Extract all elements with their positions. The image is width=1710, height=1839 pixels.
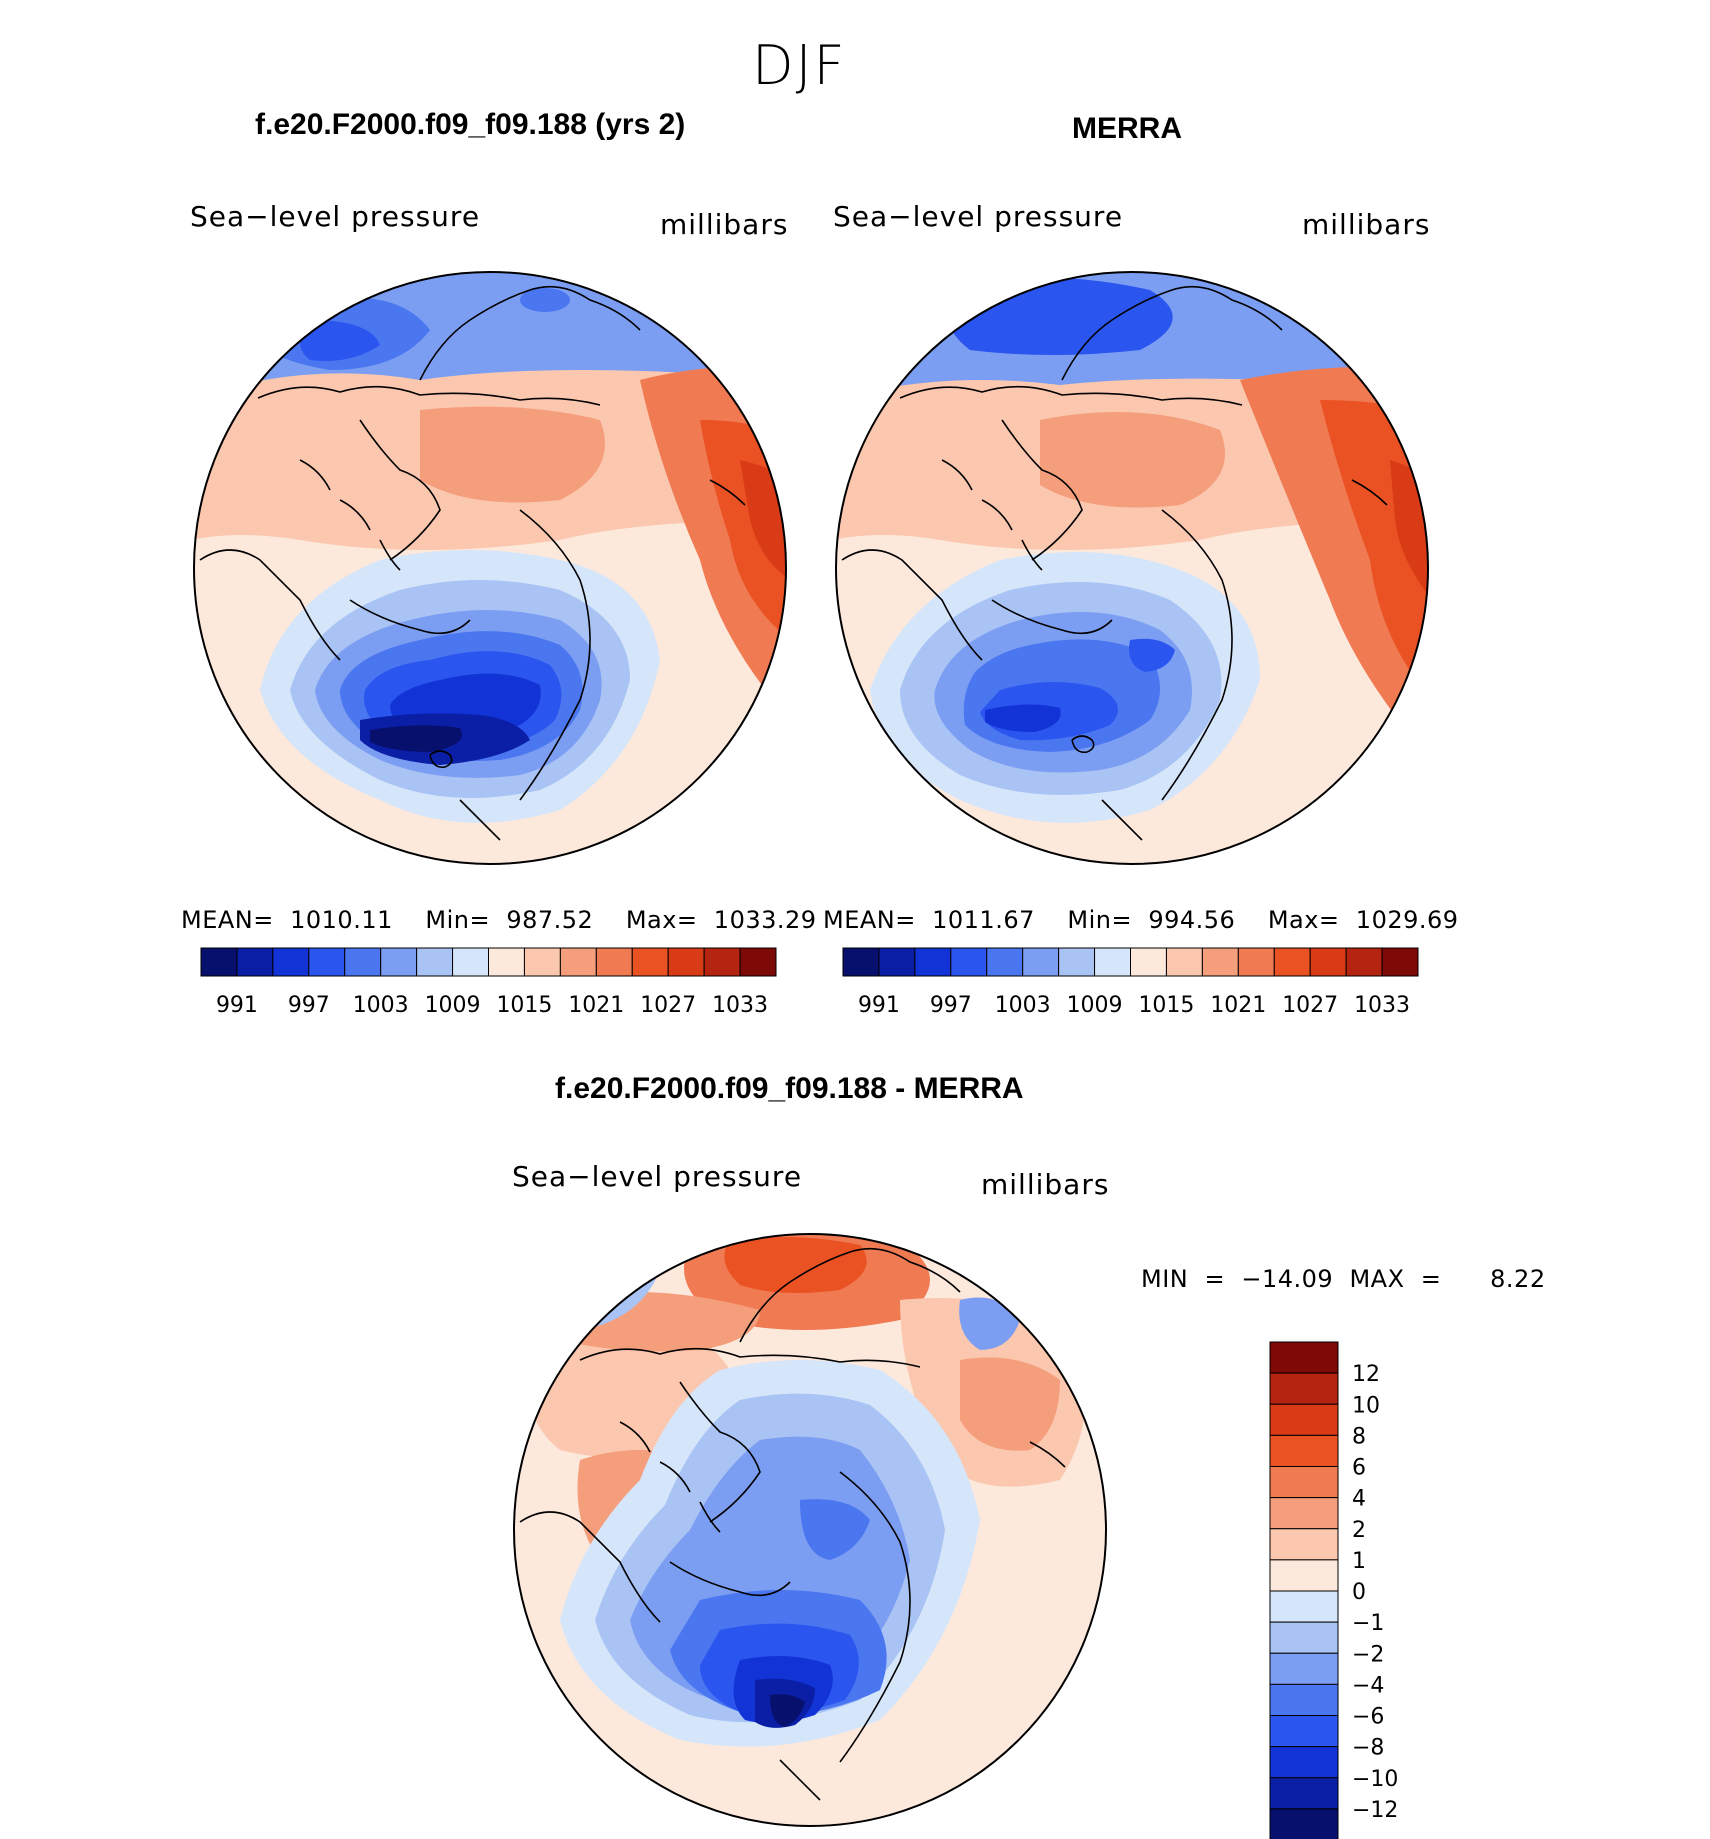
diff-colorbar-swatch-11 [1269,1683,1339,1716]
diff-colorbar-tick-label: 12 [1352,1362,1380,1387]
panel1-colorbar-tick-label: 991 [216,993,258,1018]
panel2-colorbar-swatch-1 [878,947,916,977]
diff-map [513,1233,1107,1827]
panel1-variable-label: Sea−level pressure [190,200,481,233]
diff-colorbar-tick-label: 8 [1352,1424,1366,1449]
diff-colorbar-tick-label: 0 [1352,1580,1366,1605]
panel2-colorbar-swatch-15 [1381,947,1419,977]
panel1-colorbar-tick-label: 1021 [568,993,624,1018]
panel2-colorbar-swatch-0 [842,947,880,977]
panel2-colorbar-swatch-7 [1094,947,1131,977]
panel1-colorbar-swatch-13 [667,947,705,977]
panel1-stats: MEAN= 1010.11 Min= 987.52 Max= 1033.29 [181,906,817,934]
panel2-colorbar-tick-label: 1033 [1354,993,1410,1018]
diff-colorbar-swatch-9 [1269,1621,1339,1654]
panel2-colorbar-swatch-11 [1237,947,1275,977]
panel2-colorbar-swatch-2 [914,947,952,977]
panel1-colorbar: 991 997 1003 1009 1015 1021 1027 1033 [200,947,777,1018]
diff-colorbar-tick-label: −12 [1352,1798,1398,1823]
panel2-colorbar-swatch-9 [1165,947,1203,977]
diff-colorbar-swatch-8 [1269,1590,1339,1623]
diff-colorbar-tick-label: −1 [1352,1611,1384,1636]
diff-colorbar-swatch-7 [1269,1559,1339,1592]
panel1-colorbar-swatch-6 [416,947,454,977]
diff-colorbar-tick-label: −10 [1352,1767,1398,1792]
diff-colorbar-tick-label: 2 [1352,1518,1366,1543]
panel1-colorbar-swatch-5 [380,947,418,977]
diff-colorbar-tick-label: 6 [1352,1456,1366,1481]
panel2-units-label: millibars [1302,208,1431,241]
panel1-colorbar-swatch-9 [523,947,561,977]
panel2-map [835,271,1429,865]
diff-colorbar-swatch-10 [1269,1652,1339,1685]
panel1-colorbar-swatch-1 [236,947,274,977]
panel2-colorbar-tick-label: 1009 [1067,993,1123,1018]
panel2-colorbar-swatch-10 [1201,947,1239,977]
diff-colorbar-tick-label: −8 [1352,1736,1384,1761]
panel2-colorbar-swatch-12 [1273,947,1311,977]
diff-variable-label: Sea−level pressure [512,1160,803,1193]
panel2-variable-label: Sea−level pressure [833,200,1124,233]
panel1-colorbar-swatch-15 [739,947,777,977]
panel1-colorbar-tick-label: 997 [288,993,330,1018]
panel2-colorbar-swatch-4 [986,947,1024,977]
diff-colorbar-tick-label: 1 [1352,1549,1366,1574]
panel2-colorbar-swatch-3 [950,947,988,977]
panel2-colorbar-swatch-6 [1058,947,1096,977]
diff-panel-title: f.e20.F2000.f09_f09.188 - MERRA [555,1072,1024,1105]
season-title: DJF [752,34,847,97]
diff-colorbar-swatch-3 [1269,1434,1339,1467]
panel1-colorbar-swatch-4 [344,947,382,977]
panel1-colorbar-swatch-11 [595,947,633,977]
diff-units-label: millibars [981,1168,1110,1201]
panel1-colorbar-swatch-0 [200,947,238,977]
panel1-colorbar-tick-label: 1033 [712,993,768,1018]
diff-colorbar-swatch-1 [1269,1372,1339,1405]
diff-colorbar-tick-label: −4 [1352,1673,1384,1698]
diff-colorbar-swatch-5 [1269,1497,1339,1530]
diff-colorbar-swatch-4 [1269,1466,1339,1499]
diff-colorbar-swatch-13 [1269,1746,1339,1779]
diff-colorbar-tick-label: −6 [1352,1705,1384,1730]
panel2-colorbar-swatch-5 [1022,947,1060,977]
panel1-colorbar-swatch-3 [308,947,346,977]
panel1-colorbar-swatch-10 [559,947,597,977]
panel2-colorbar-tick-label: 1003 [995,993,1051,1018]
panel1-units-label: millibars [660,208,789,241]
diff-colorbar-swatch-15 [1269,1808,1339,1839]
panel2-stats: MEAN= 1011.67 Min= 994.56 Max= 1029.69 [823,906,1459,934]
panel1-colorbar-tick-label: 1027 [640,993,696,1018]
diff-colorbar-tick-label: 10 [1352,1393,1380,1418]
diff-colorbar-tick-label: −2 [1352,1642,1384,1667]
panel1-colorbar-tick-label: 1003 [353,993,409,1018]
panel1-map [193,271,787,865]
panel2-colorbar-tick-label: 1027 [1282,993,1338,1018]
panel1-colorbar-tick-label: 1009 [425,993,481,1018]
panel2-colorbar-tick-label: 1021 [1210,993,1266,1018]
panel2-colorbar: 991 997 1003 1009 1015 1021 1027 1033 [842,947,1419,1018]
panel1-title: f.e20.F2000.f09_f09.188 (yrs 2) [255,108,686,141]
panel1-colorbar-swatch-14 [703,947,741,977]
panel2-colorbar-tick-label: 1015 [1138,993,1194,1018]
panel2-colorbar-swatch-8 [1130,947,1167,977]
diff-stats: MIN = −14.09 MAX = 8.22 [1141,1265,1546,1293]
panel1-colorbar-swatch-12 [631,947,669,977]
panel2-title: MERRA [1072,112,1182,145]
diff-colorbar-swatch-2 [1269,1403,1339,1436]
panel1-colorbar-swatch-7 [452,947,489,977]
panel1-colorbar-tick-label: 1015 [496,993,552,1018]
diff-colorbar-swatch-14 [1269,1777,1339,1810]
panel2-colorbar-tick-label: 997 [930,993,972,1018]
diff-colorbar-swatch-0 [1269,1341,1339,1374]
panel1-colorbar-swatch-8 [488,947,525,977]
diff-colorbar-swatch-12 [1269,1715,1339,1748]
panel2-colorbar-swatch-13 [1309,947,1347,977]
panel2-colorbar-swatch-14 [1345,947,1383,977]
diff-colorbar-swatch-6 [1269,1528,1339,1561]
panel2-colorbar-tick-label: 991 [858,993,900,1018]
panel1-colorbar-swatch-2 [272,947,310,977]
diff-colorbar-tick-label: 4 [1352,1487,1366,1512]
